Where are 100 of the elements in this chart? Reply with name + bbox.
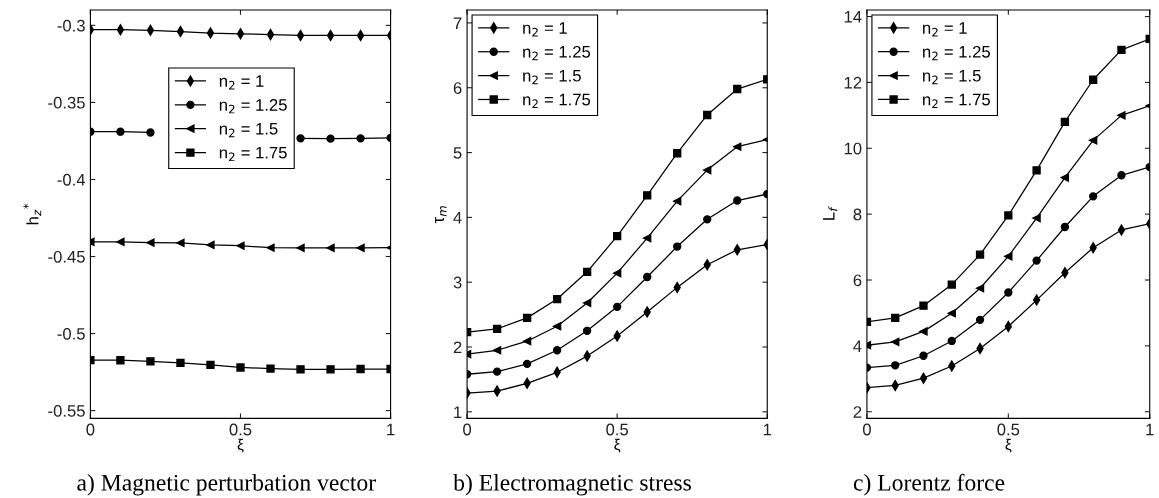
y-tick-label: 12 xyxy=(844,76,862,89)
point xyxy=(356,364,365,374)
y-tick-label: 7 xyxy=(453,17,462,29)
point xyxy=(891,337,900,347)
x-tick-label: 1 xyxy=(1146,423,1154,436)
y-tick-label: 2 xyxy=(853,406,862,418)
point xyxy=(492,346,502,355)
legend-label: n$_{2}$ = 1.75 xyxy=(523,93,591,109)
y-tick-label: 4 xyxy=(853,340,862,352)
point xyxy=(1032,294,1041,306)
point xyxy=(206,240,215,250)
x-tick-label: 0.5 xyxy=(229,423,252,436)
point xyxy=(733,196,742,205)
point xyxy=(1004,288,1013,297)
point xyxy=(1004,252,1013,261)
x-axis-title: ξ xyxy=(614,438,621,453)
point xyxy=(1004,211,1013,220)
point xyxy=(146,128,155,137)
y-tick-label: 1 xyxy=(454,406,462,418)
point xyxy=(975,315,985,325)
x-tick-label: 1 xyxy=(387,423,395,436)
point xyxy=(643,191,652,200)
x-tick-label: 0 xyxy=(86,423,95,436)
point xyxy=(1117,224,1126,236)
x-axis-title: ξ xyxy=(1005,438,1012,453)
point xyxy=(919,301,928,310)
point xyxy=(1117,111,1126,120)
x-tick-label: 0 xyxy=(862,423,871,436)
point xyxy=(1117,171,1126,180)
point xyxy=(146,24,155,36)
x-tick-label: 0.5 xyxy=(997,423,1020,436)
point xyxy=(356,29,365,41)
point xyxy=(326,243,335,253)
point xyxy=(296,134,305,143)
y-tick-label: 10 xyxy=(844,142,862,155)
point xyxy=(919,372,928,384)
point xyxy=(522,337,532,346)
point xyxy=(356,243,365,253)
point xyxy=(296,365,305,374)
point xyxy=(582,326,592,335)
point xyxy=(116,127,125,136)
point xyxy=(552,346,562,355)
point xyxy=(703,110,712,120)
point xyxy=(673,149,682,158)
point xyxy=(613,268,622,278)
y-tick-label: -0.4 xyxy=(57,173,86,186)
point xyxy=(296,243,305,253)
point xyxy=(1089,192,1098,201)
point xyxy=(236,241,245,250)
point xyxy=(356,134,365,143)
legend-label: n$_{2}$ = 1.5 xyxy=(523,69,581,85)
point xyxy=(206,27,215,39)
point xyxy=(1089,136,1098,145)
point xyxy=(891,361,900,370)
point xyxy=(1060,173,1070,182)
point xyxy=(266,243,275,252)
point xyxy=(326,29,335,41)
point xyxy=(947,336,956,346)
point xyxy=(552,322,562,331)
point xyxy=(176,358,185,368)
point xyxy=(613,232,622,241)
point xyxy=(492,367,502,376)
point xyxy=(975,284,985,293)
point xyxy=(116,356,125,365)
point xyxy=(643,233,652,243)
point xyxy=(613,302,622,311)
point xyxy=(1032,256,1041,265)
y-tick-label: 3 xyxy=(453,276,462,289)
point xyxy=(266,29,275,41)
point xyxy=(296,29,305,41)
legend-label: n$_{2}$ = 1 xyxy=(923,22,967,37)
point xyxy=(236,363,245,372)
point xyxy=(582,267,592,276)
x-axis-title: ξ xyxy=(237,438,244,453)
text: a) Magnetic perturbation vector xyxy=(77,474,376,496)
legend-label: n$_{2}$ = 1.25 xyxy=(523,45,591,61)
point xyxy=(703,215,712,224)
point xyxy=(891,313,900,323)
point xyxy=(703,165,712,175)
y-axis-title: τ$_{m}$ xyxy=(435,206,447,224)
point xyxy=(1117,45,1126,54)
point xyxy=(206,360,215,370)
point xyxy=(673,242,682,251)
point xyxy=(1032,213,1041,223)
point xyxy=(552,294,562,304)
y-tick-label: -0.3 xyxy=(57,19,85,32)
point xyxy=(733,84,742,94)
legend-label: n$_{2}$ = 1 xyxy=(523,22,567,37)
point xyxy=(947,309,956,318)
point xyxy=(643,272,652,282)
y-axis-title: h$_{z}$$^{*}$ xyxy=(23,203,42,225)
text: c) Lorentz force xyxy=(853,473,1005,496)
point xyxy=(492,324,502,334)
point xyxy=(975,250,985,259)
point xyxy=(326,134,335,143)
point xyxy=(326,365,335,374)
legend-label: n$_{2}$ = 1 xyxy=(219,75,264,90)
y-tick-label: 6 xyxy=(853,274,862,287)
point xyxy=(1060,117,1070,127)
legend-label: n$_{2}$ = 1.75 xyxy=(923,93,990,109)
